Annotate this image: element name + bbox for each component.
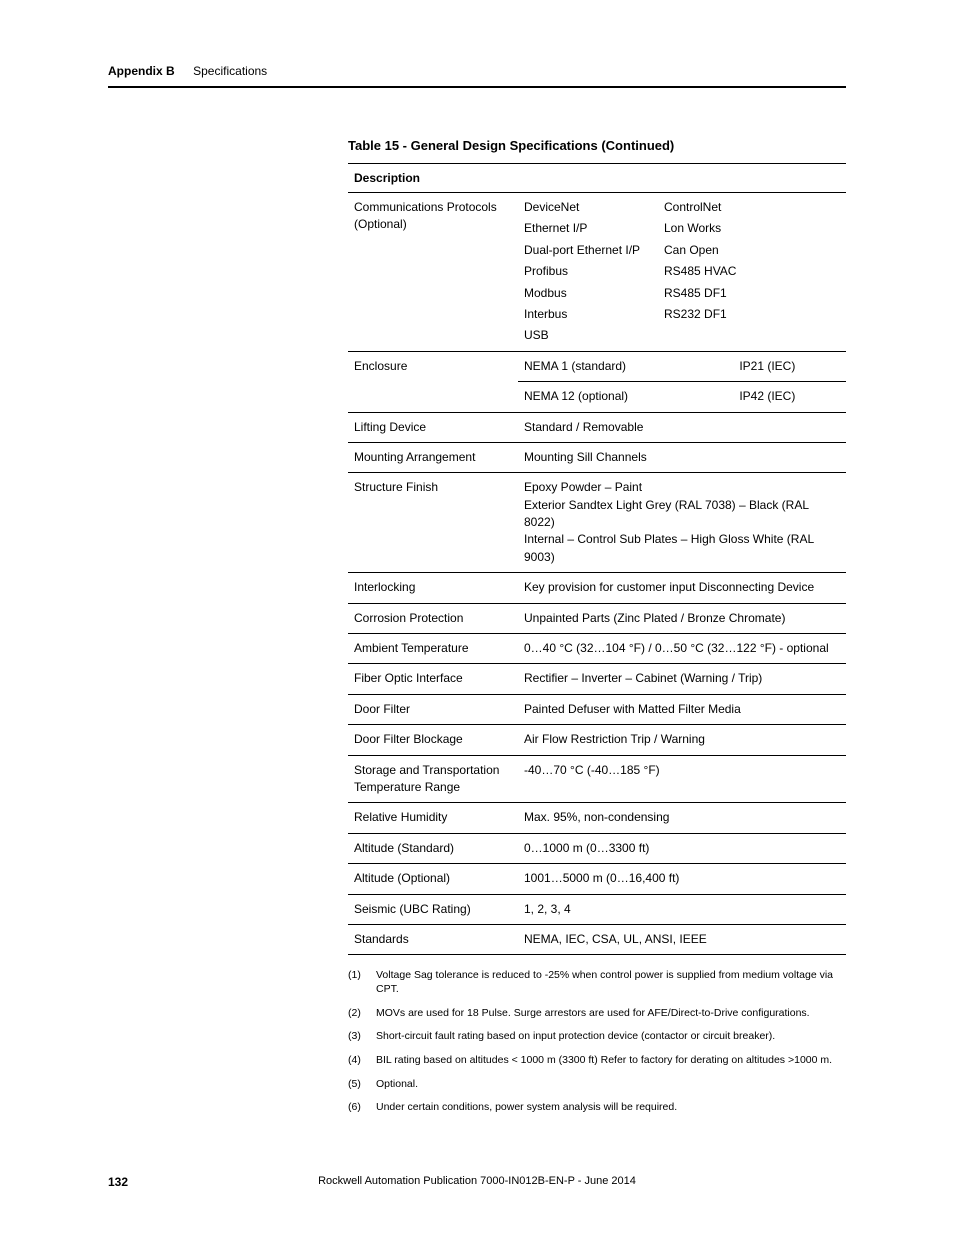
row-value: NEMA 1 (standard) <box>518 351 733 381</box>
table-row: Storage and Transportation Temperature R… <box>348 755 846 803</box>
protocol-grid: DeviceNetControlNet Ethernet I/PLon Work… <box>524 199 840 345</box>
page-footer: 132 Rockwell Automation Publication 7000… <box>108 1175 846 1189</box>
row-value: Air Flow Restriction Trip / Warning <box>518 725 846 755</box>
footnote: (1)Voltage Sag tolerance is reduced to -… <box>348 969 846 996</box>
row-value: 1001…5000 m (0…16,400 ft) <box>518 864 846 894</box>
table-row: Seismic (UBC Rating)1, 2, 3, 4 <box>348 894 846 924</box>
row-label: Standards <box>348 924 518 954</box>
row-label: Door Filter Blockage <box>348 725 518 755</box>
page-number: 132 <box>108 1175 128 1189</box>
table-row: Communications Protocols (Optional) Devi… <box>348 193 846 352</box>
table-row: Altitude (Optional)1001…5000 m (0…16,400… <box>348 864 846 894</box>
row-value: 0…1000 m (0…3300 ft) <box>518 833 846 863</box>
footnote: (3)Short-circuit fault rating based on i… <box>348 1030 846 1044</box>
table-row: Door FilterPainted Defuser with Matted F… <box>348 694 846 724</box>
table-row: Lifting DeviceStandard / Removable <box>348 412 846 442</box>
footnote: (4)BIL rating based on altitudes < 1000 … <box>348 1054 846 1068</box>
row-value: 1, 2, 3, 4 <box>518 894 846 924</box>
table-row: Ambient Temperature0…40 °C (32…104 °F) /… <box>348 634 846 664</box>
row-label: Corrosion Protection <box>348 603 518 633</box>
table-row: Structure Finish Epoxy Powder – Paint Ex… <box>348 473 846 573</box>
table-row: Fiber Optic InterfaceRectifier – Inverte… <box>348 664 846 694</box>
row-value: NEMA, IEC, CSA, UL, ANSI, IEEE <box>518 924 846 954</box>
row-value: -40…70 °C (-40…185 °F) <box>518 755 846 803</box>
row-label: Altitude (Standard) <box>348 833 518 863</box>
publication-info: Rockwell Automation Publication 7000-IN0… <box>318 1175 636 1187</box>
row-value: 0…40 °C (32…104 °F) / 0…50 °C (32…122 °F… <box>518 634 846 664</box>
row-label: Seismic (UBC Rating) <box>348 894 518 924</box>
footnote: (5)Optional. <box>348 1078 846 1092</box>
row-value: Unpainted Parts (Zinc Plated / Bronze Ch… <box>518 603 846 633</box>
table-row: Altitude (Standard)0…1000 m (0…3300 ft) <box>348 833 846 863</box>
row-label: Relative Humidity <box>348 803 518 833</box>
footnotes: (1)Voltage Sag tolerance is reduced to -… <box>348 969 846 1114</box>
table-row: Mounting ArrangementMounting Sill Channe… <box>348 442 846 472</box>
table-row: InterlockingKey provision for customer i… <box>348 573 846 603</box>
row-value: Mounting Sill Channels <box>518 442 846 472</box>
table-row: Relative HumidityMax. 95%, non-condensin… <box>348 803 846 833</box>
row-value: Epoxy Powder – Paint Exterior Sandtex Li… <box>518 473 846 573</box>
row-label: Altitude (Optional) <box>348 864 518 894</box>
appendix-label: Appendix B <box>108 64 175 78</box>
row-value: Key provision for customer input Disconn… <box>518 573 846 603</box>
table-title: Table 15 - General Design Specifications… <box>348 138 846 153</box>
row-label: Enclosure <box>348 351 518 412</box>
spec-table: Description Communications Protocols (Op… <box>348 163 846 955</box>
row-label: Door Filter <box>348 694 518 724</box>
table-row: Enclosure NEMA 1 (standard) IP21 (IEC) <box>348 351 846 381</box>
row-label: Ambient Temperature <box>348 634 518 664</box>
footnote: (6)Under certain conditions, power syste… <box>348 1101 846 1115</box>
table-row: Corrosion ProtectionUnpainted Parts (Zin… <box>348 603 846 633</box>
row-value: NEMA 12 (optional) <box>518 382 733 412</box>
row-value: Rectifier – Inverter – Cabinet (Warning … <box>518 664 846 694</box>
row-label: Interlocking <box>348 573 518 603</box>
row-label: Mounting Arrangement <box>348 442 518 472</box>
row-label: Storage and Transportation Temperature R… <box>348 755 518 803</box>
footnote: (2)MOVs are used for 18 Pulse. Surge arr… <box>348 1007 846 1021</box>
table-header: Description <box>348 164 846 193</box>
row-value: Painted Defuser with Matted Filter Media <box>518 694 846 724</box>
header-rule <box>108 86 846 88</box>
row-value: IP42 (IEC) <box>733 382 846 412</box>
row-label: Communications Protocols (Optional) <box>348 193 518 352</box>
row-label: Structure Finish <box>348 473 518 573</box>
row-label: Lifting Device <box>348 412 518 442</box>
row-label: Fiber Optic Interface <box>348 664 518 694</box>
section-label: Specifications <box>193 64 267 78</box>
content-area: Table 15 - General Design Specifications… <box>348 138 846 1125</box>
row-value: Standard / Removable <box>518 412 846 442</box>
row-value: DeviceNetControlNet Ethernet I/PLon Work… <box>518 193 846 352</box>
table-row: Door Filter BlockageAir Flow Restriction… <box>348 725 846 755</box>
table-row: StandardsNEMA, IEC, CSA, UL, ANSI, IEEE <box>348 924 846 954</box>
page-header: Appendix B Specifications <box>108 62 846 88</box>
row-value: Max. 95%, non-condensing <box>518 803 846 833</box>
row-value: IP21 (IEC) <box>733 351 846 381</box>
